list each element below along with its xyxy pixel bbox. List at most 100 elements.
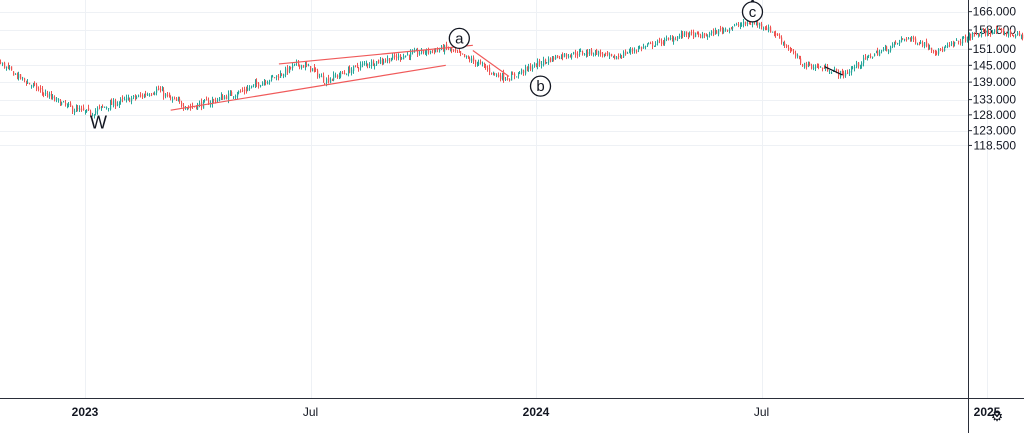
candle-body [740,24,742,27]
candle-body [1021,34,1023,37]
candle-body [951,42,953,45]
candle-body [287,67,289,73]
candle-body [235,95,237,98]
candle-body [528,66,530,69]
trendlines[interactable] [170,44,1024,111]
candle-body [757,21,759,26]
candle-body [881,50,883,52]
candle-body [747,23,749,25]
candle-body [119,102,121,105]
candle-body [521,69,523,74]
candle-body [691,32,693,34]
candle-body [170,97,172,99]
candle-body [604,53,606,55]
candle-body [813,67,815,69]
candle-body [539,60,541,65]
candle-body [401,58,403,60]
candle-body [90,111,92,116]
candle-body [602,53,604,56]
candle-body [174,98,176,100]
candle-body [398,55,400,58]
candle-body [142,95,144,97]
candle-body [994,29,996,33]
candle-body [299,64,301,68]
candle-body [455,49,457,51]
candle-body [421,49,423,53]
candle-body [197,103,199,110]
candle-body [516,76,518,78]
candle-body [967,38,969,43]
candle-body [6,66,8,69]
candle-body [700,35,702,38]
candle-body [713,30,715,36]
candle-body [451,47,453,51]
candle-body [36,84,38,90]
candle-body [800,58,802,64]
candle-body [63,101,65,103]
candle-body [779,35,781,39]
candle-body [131,98,133,102]
candle-body [911,36,913,39]
candle-body [56,98,58,100]
candle-body [500,75,502,80]
candle-body [976,34,978,36]
candle-body [283,74,285,77]
candle-body [38,88,40,90]
trendline[interactable] [278,44,473,65]
candle-body [536,63,538,68]
candle-body [464,54,466,57]
candle-body [88,108,90,110]
trendline[interactable] [824,66,843,76]
candle-body [791,48,793,52]
candle-body [799,56,801,59]
candle-body [52,96,54,99]
candle-body [571,54,573,58]
candle-body [997,29,999,33]
candle-body [886,46,888,52]
candle-body [507,78,509,80]
candle-body [136,97,138,99]
candle-body [68,104,70,106]
candle-body [145,93,147,96]
trendline[interactable] [472,50,510,77]
candle-body [70,103,72,107]
candle-body [353,65,355,71]
candle-body [613,55,615,57]
candle-body [985,30,987,35]
candle-body [987,30,989,35]
candle-body [208,100,210,105]
candle-body [759,23,761,27]
candle-body [936,52,938,54]
settings-icon[interactable]: ⚙ [990,408,1004,424]
candle-body [761,23,763,27]
candle-body [430,50,432,53]
candle-body [518,72,520,76]
candle-body [559,57,561,59]
candle-body [836,69,838,71]
candle-body [294,63,296,66]
candle-body [185,108,187,110]
candle-body [305,64,307,68]
candle-body [854,67,856,69]
candle-body [962,38,964,44]
candle-body [716,30,718,34]
candle-body [768,27,770,31]
candle-body [101,106,103,109]
candle-body [582,51,584,54]
candle-body [933,50,935,52]
candle-body [609,54,611,56]
candle-body [253,84,255,86]
candle-body [403,55,405,60]
candle-body [111,101,113,105]
candle-body [684,31,686,36]
candle-body [272,76,274,78]
candle-body [144,94,146,98]
candle-body [509,78,511,81]
candle-body [738,24,740,26]
candle-body [262,82,264,86]
candle-body [895,41,897,44]
candle-body [117,104,119,106]
trendline[interactable] [170,64,446,111]
candle-body [584,53,586,56]
